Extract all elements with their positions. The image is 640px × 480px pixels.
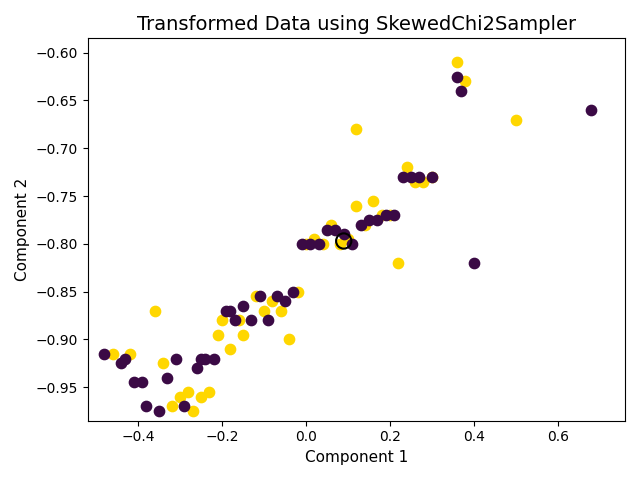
Point — [192, 364, 202, 372]
Point — [217, 316, 227, 324]
Point — [166, 403, 177, 410]
Point — [468, 259, 479, 267]
Point — [351, 125, 362, 133]
Point — [460, 77, 470, 85]
Point — [234, 316, 244, 324]
Point — [238, 331, 248, 338]
Point — [385, 211, 395, 219]
Point — [296, 240, 307, 248]
Point — [200, 355, 211, 362]
Point — [204, 388, 214, 396]
Point — [209, 355, 219, 362]
Point — [406, 173, 416, 181]
Point — [255, 293, 265, 300]
Point — [330, 226, 340, 233]
Point — [427, 173, 437, 181]
Point — [212, 331, 223, 338]
Point — [108, 350, 118, 358]
Point — [511, 116, 521, 123]
Point — [305, 240, 316, 248]
Point — [171, 355, 181, 362]
Point — [414, 173, 424, 181]
Point — [351, 202, 362, 209]
Point — [238, 302, 248, 310]
Point — [150, 307, 160, 314]
Point — [314, 240, 324, 248]
Point — [309, 235, 319, 243]
Point — [360, 221, 370, 228]
Point — [419, 178, 429, 186]
Y-axis label: Component 2: Component 2 — [15, 178, 30, 281]
Point — [322, 226, 332, 233]
Point — [246, 316, 257, 324]
Point — [271, 293, 282, 300]
Point — [196, 355, 206, 362]
Point — [452, 73, 462, 81]
Point — [163, 374, 173, 382]
Point — [225, 307, 236, 314]
Point — [368, 197, 378, 204]
Point — [376, 211, 387, 219]
Point — [268, 298, 278, 305]
Point — [347, 240, 357, 248]
Point — [326, 221, 336, 228]
Point — [125, 350, 135, 358]
Point — [456, 87, 467, 95]
Point — [175, 393, 185, 401]
Point — [263, 316, 273, 324]
Point — [410, 178, 420, 186]
Point — [397, 173, 408, 181]
Point — [317, 240, 328, 248]
Point — [355, 221, 365, 228]
Title: Transformed Data using SkewedChi2Sampler: Transformed Data using SkewedChi2Sampler — [137, 15, 576, 34]
Point — [230, 316, 240, 324]
Point — [276, 307, 286, 314]
Point — [183, 388, 193, 396]
Point — [188, 408, 198, 415]
Point — [301, 240, 311, 248]
Point — [196, 393, 206, 401]
Point — [364, 216, 374, 224]
Point — [288, 288, 298, 296]
Point — [259, 307, 269, 314]
Point — [343, 235, 353, 243]
Point — [120, 355, 131, 362]
Point — [154, 408, 164, 415]
Point — [292, 288, 303, 296]
Point — [225, 345, 236, 353]
Point — [389, 211, 399, 219]
Point — [116, 360, 126, 367]
Point — [129, 379, 139, 386]
Point — [335, 240, 345, 248]
Point — [381, 211, 391, 219]
Point — [284, 336, 294, 343]
Point — [427, 173, 437, 181]
Point — [586, 106, 596, 114]
Point — [137, 379, 147, 386]
Point — [250, 293, 260, 300]
Point — [141, 403, 152, 410]
Point — [339, 237, 349, 245]
Point — [401, 164, 412, 171]
Point — [221, 307, 231, 314]
Point — [339, 230, 349, 238]
Point — [280, 298, 290, 305]
Point — [452, 59, 462, 66]
Point — [393, 259, 403, 267]
Point — [179, 403, 189, 410]
X-axis label: Component 1: Component 1 — [305, 450, 408, 465]
Point — [158, 360, 168, 367]
Point — [372, 216, 383, 224]
Point — [99, 350, 109, 358]
